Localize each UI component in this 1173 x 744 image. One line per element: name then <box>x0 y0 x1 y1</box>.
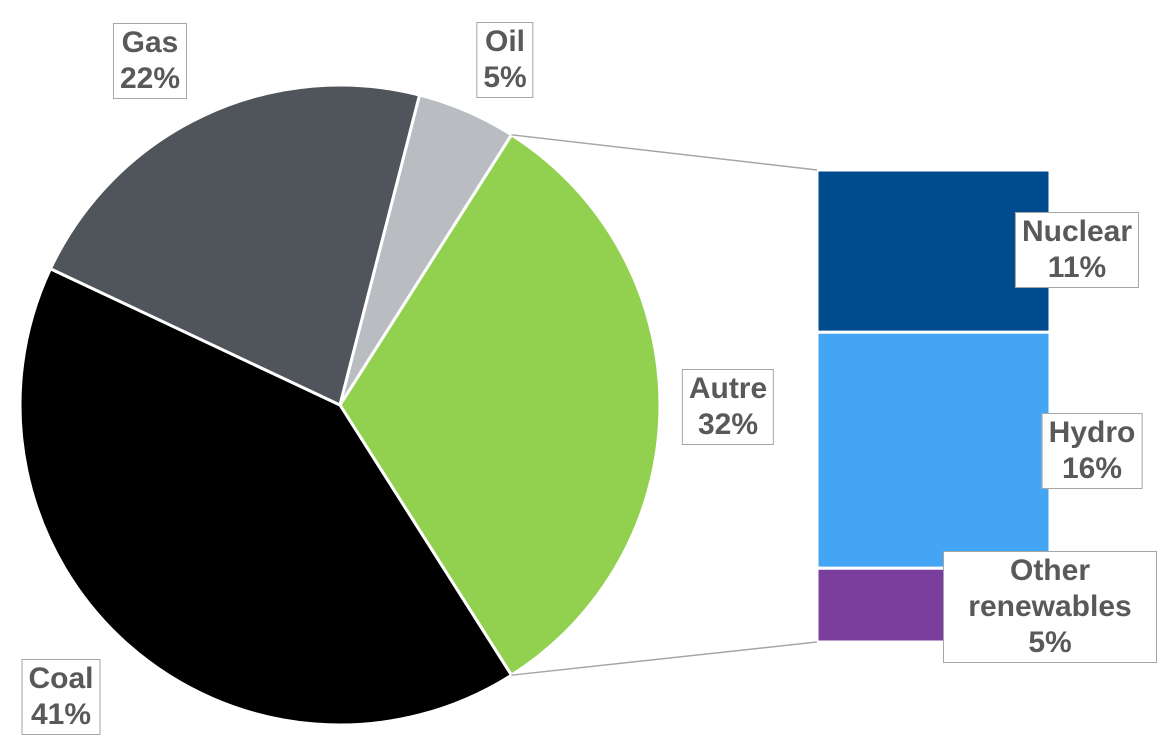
value-label: 22% <box>119 62 181 95</box>
bar-segment <box>815 330 1052 570</box>
segment-label: Hydro 16% <box>1041 413 1143 489</box>
value-label: 11% <box>1047 251 1107 284</box>
slice-label: Coal 41% <box>21 659 101 735</box>
pie-slice <box>48 83 422 408</box>
slice-label: Oil 5% <box>476 22 534 98</box>
slice-label: Autre 32% <box>681 369 775 445</box>
category-label: Other renewables <box>968 554 1132 623</box>
slice-label: Gas 22% <box>112 23 188 99</box>
category-label: Coal <box>28 662 94 695</box>
value-label: 5% <box>483 61 527 94</box>
value-label: 16% <box>1061 452 1123 485</box>
value-label: 32% <box>697 408 759 441</box>
category-label: Gas <box>121 26 179 59</box>
connector-line <box>511 641 818 676</box>
value-label: 5% <box>1028 626 1072 659</box>
segment-label: Nuclear 11% <box>1014 212 1140 288</box>
pie-slice <box>338 93 514 406</box>
pie-slice <box>338 132 662 678</box>
pie-slice <box>18 266 514 727</box>
value-label: 41% <box>30 698 92 731</box>
category-label: Oil <box>484 25 526 58</box>
category-label: Hydro <box>1048 416 1136 449</box>
category-label: Autre <box>688 372 768 405</box>
category-label: Nuclear <box>1021 215 1133 248</box>
segment-label: Other renewables 5% <box>943 551 1157 663</box>
bar-segment <box>815 168 1052 334</box>
connector-line <box>511 134 818 171</box>
